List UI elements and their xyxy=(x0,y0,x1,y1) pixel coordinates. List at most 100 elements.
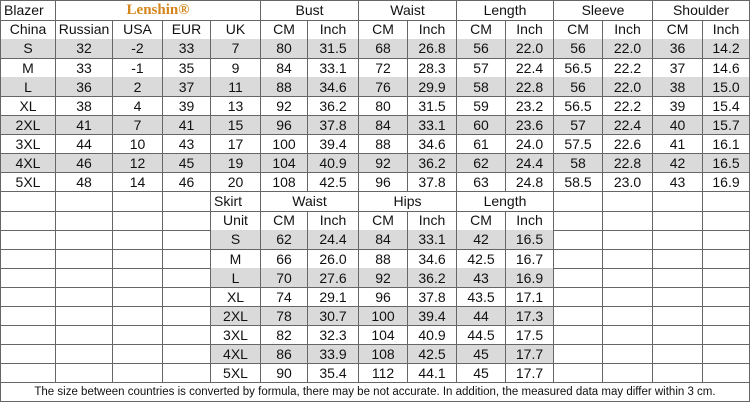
column-header: Inch xyxy=(603,20,653,40)
table-cell: 42 xyxy=(457,230,506,250)
empty-cell xyxy=(1,344,56,365)
table-cell: 16.9 xyxy=(506,268,554,288)
group-header: Length xyxy=(457,1,554,21)
table-cell: 15.4 xyxy=(703,96,750,117)
table-cell: 88 xyxy=(359,249,408,269)
column-header: Inch xyxy=(703,20,750,40)
empty-cell xyxy=(703,268,750,288)
table-cell: XL xyxy=(211,287,261,308)
table-cell: 22.6 xyxy=(603,134,653,155)
table-cell: 27.6 xyxy=(308,268,359,288)
table-title: Blazer xyxy=(1,1,56,21)
empty-cell xyxy=(163,306,211,327)
table-cell: 62 xyxy=(457,153,506,174)
table-cell: 45 xyxy=(163,153,211,174)
table-cell: 37.8 xyxy=(408,172,457,193)
table-cell: 45 xyxy=(457,363,506,384)
table-cell: 59 xyxy=(457,96,506,117)
empty-cell xyxy=(653,325,703,346)
table-cell: 72 xyxy=(359,58,408,78)
table-cell: 80 xyxy=(359,96,408,117)
column-header: Inch xyxy=(308,211,359,231)
table-cell: 22.2 xyxy=(603,96,653,117)
empty-cell xyxy=(653,191,703,212)
table-cell: 15.0 xyxy=(703,77,750,97)
empty-cell xyxy=(703,249,750,269)
table-cell: 40.9 xyxy=(308,153,359,174)
table-cell: S xyxy=(1,39,56,59)
column-header: CM xyxy=(359,211,408,231)
table-cell: 60 xyxy=(457,115,506,136)
table-cell: 57.5 xyxy=(554,134,603,155)
table-cell: 22.4 xyxy=(506,58,554,78)
table-cell: 39.4 xyxy=(308,134,359,155)
table-cell: 16.9 xyxy=(703,172,750,193)
empty-cell xyxy=(603,306,653,327)
table-cell: 17.5 xyxy=(506,325,554,346)
empty-cell xyxy=(554,287,603,308)
table-cell: 24.8 xyxy=(506,172,554,193)
column-header: Inch xyxy=(408,211,457,231)
table-cell: 16.7 xyxy=(506,249,554,269)
empty-cell xyxy=(1,363,56,384)
empty-cell xyxy=(56,211,113,231)
table-cell: M xyxy=(211,249,261,269)
empty-cell xyxy=(554,230,603,250)
table-cell: 9 xyxy=(211,58,261,78)
empty-cell xyxy=(554,344,603,365)
table-cell: 2XL xyxy=(1,115,56,136)
empty-cell xyxy=(653,211,703,231)
empty-cell xyxy=(653,287,703,308)
table-cell: 33 xyxy=(163,39,211,59)
table-cell: 88 xyxy=(261,77,308,97)
table-cell: 42 xyxy=(653,153,703,174)
column-header: China xyxy=(1,20,56,40)
column-header: USA xyxy=(113,20,163,40)
table-cell: S xyxy=(211,230,261,250)
table-cell: 10 xyxy=(113,134,163,155)
table-cell: 38 xyxy=(56,96,113,117)
table-cell: 43 xyxy=(457,268,506,288)
empty-cell xyxy=(56,230,113,250)
empty-cell xyxy=(703,344,750,365)
table-cell: 43 xyxy=(653,172,703,193)
empty-cell xyxy=(56,191,113,212)
empty-cell xyxy=(653,344,703,365)
table-cell: 22.0 xyxy=(603,77,653,97)
empty-cell xyxy=(56,344,113,365)
empty-cell xyxy=(113,287,163,308)
empty-cell xyxy=(554,363,603,384)
column-header: Unit xyxy=(211,211,261,231)
table-cell: 7 xyxy=(211,39,261,59)
table-cell: 84 xyxy=(359,115,408,136)
table-cell: 31.5 xyxy=(308,39,359,59)
column-header: Russian xyxy=(56,20,113,40)
table-cell: 44 xyxy=(56,134,113,155)
column-header: CM xyxy=(457,20,506,40)
empty-cell xyxy=(163,344,211,365)
table-cell: 28.3 xyxy=(408,58,457,78)
empty-cell xyxy=(113,249,163,269)
table-cell: 100 xyxy=(359,306,408,327)
table-cell: 36.2 xyxy=(308,96,359,117)
table-cell: 11 xyxy=(211,77,261,97)
table-cell: 88 xyxy=(359,134,408,155)
table-cell: 22.0 xyxy=(506,39,554,59)
table-cell: 36.2 xyxy=(408,153,457,174)
column-header: Inch xyxy=(506,20,554,40)
empty-cell xyxy=(603,325,653,346)
footnote: The size between countries is converted … xyxy=(1,382,750,402)
group-header: Bust xyxy=(261,1,359,21)
table-cell: 33.1 xyxy=(408,115,457,136)
empty-cell xyxy=(554,211,603,231)
empty-cell xyxy=(603,363,653,384)
table-cell: 17 xyxy=(211,134,261,155)
table-cell: 17.7 xyxy=(506,363,554,384)
table-cell: 70 xyxy=(261,268,308,288)
empty-cell xyxy=(56,268,113,288)
empty-cell xyxy=(703,325,750,346)
table-cell: 41 xyxy=(163,115,211,136)
empty-cell xyxy=(163,363,211,384)
table-cell: 44.5 xyxy=(457,325,506,346)
table-cell: 14.2 xyxy=(703,39,750,59)
